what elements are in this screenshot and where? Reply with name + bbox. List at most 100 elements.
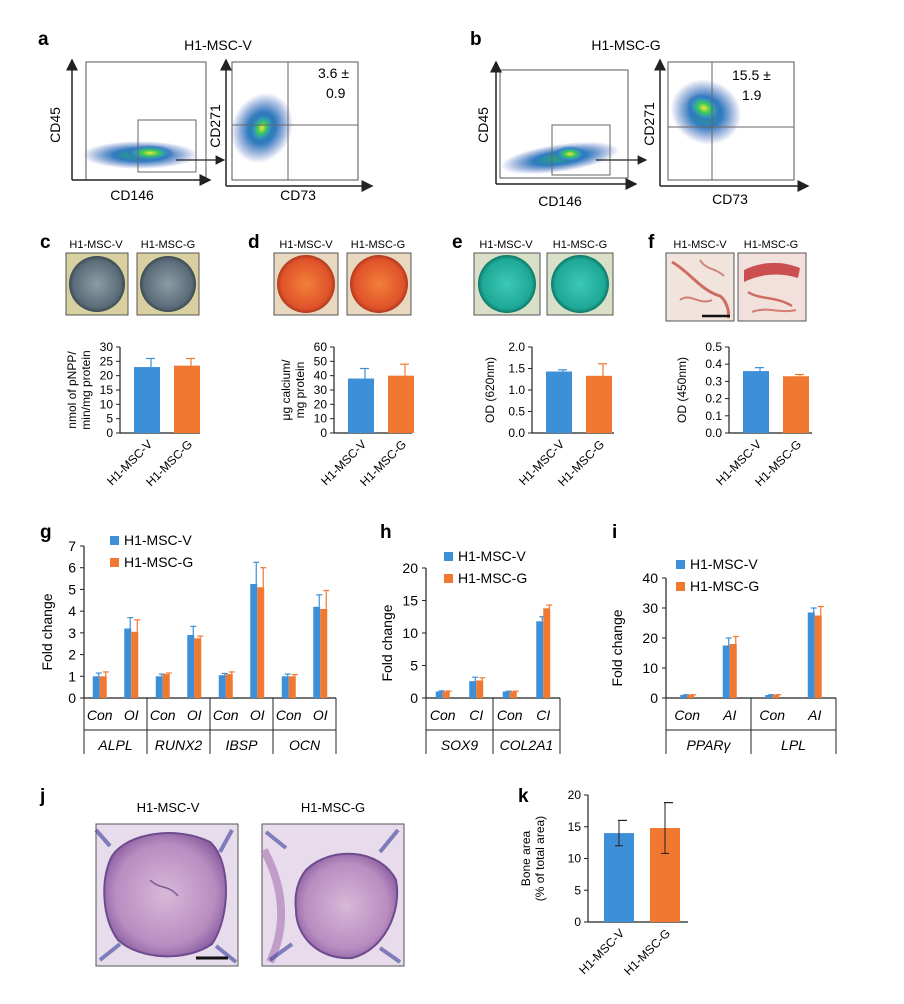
legend-swatch-i	[676, 560, 685, 569]
group-label-g: IBSP	[226, 737, 259, 753]
flow-plot-b-right: 15.5 ± 1.9 CD73 CD271	[641, 58, 810, 207]
condition-label-h: Con	[497, 707, 523, 723]
bar-g-v	[250, 584, 258, 698]
category-label-k: H1-MSC-V	[576, 926, 627, 977]
bar-i-v	[680, 695, 688, 698]
bar-f-v	[743, 371, 769, 433]
panel-e-images: e H1-MSC-V H1-MSC-G	[452, 232, 614, 316]
bar-g-g	[99, 676, 107, 698]
panel-letter-f: f	[648, 232, 655, 253]
group-label-g: RUNX2	[155, 737, 203, 753]
y-tick-label-h: 10	[402, 625, 418, 641]
bar-h-g	[476, 680, 484, 698]
bar-d-g	[388, 375, 414, 433]
condition-label-h: CI	[469, 707, 483, 723]
condition-label-h: Con	[430, 707, 456, 723]
bar-g-g	[320, 608, 328, 698]
y-tick-label-e: 0.0	[508, 426, 525, 440]
histology-j-g	[260, 823, 405, 967]
y-tick-label-c: 0	[106, 426, 113, 440]
bar-i-v	[722, 645, 730, 698]
panel-letter-c: c	[40, 232, 51, 253]
y-tick-label-d: 20	[314, 397, 328, 411]
panel-d-label-v: H1-MSC-V	[279, 239, 333, 251]
panel-letter-e: e	[452, 232, 463, 253]
y-tick-label-d: 30	[314, 383, 328, 397]
y-tick-label-g: 1	[68, 668, 76, 684]
panel-c-label-v: H1-MSC-V	[69, 239, 123, 251]
bar-g-v	[92, 676, 100, 698]
chart-f: 0.00.10.20.30.40.5OD (450nm)H1-MSC-VH1-M…	[675, 340, 812, 489]
bar-g-g	[131, 631, 139, 698]
bar-i-g	[729, 644, 737, 698]
bar-h-g	[543, 608, 551, 698]
y-tick-label-g: 0	[68, 690, 76, 706]
y-tick-label-f: 0.2	[705, 392, 722, 406]
condition-label-g: OI	[187, 707, 202, 723]
y-axis-label-e: OD (620nm)	[483, 357, 497, 423]
axis-label-a-cd146: CD146	[110, 187, 154, 203]
y-axis-label-i: Fold change	[609, 609, 625, 686]
y-tick-label-c: 25	[100, 354, 114, 368]
bar-g-g	[194, 638, 202, 698]
legend-swatch-h	[444, 552, 453, 561]
y-axis-label-c: nmol of pNPP/min/mg protein	[65, 350, 93, 429]
histology-j-v	[94, 823, 239, 967]
panel-e-label-v: H1-MSC-V	[479, 239, 533, 251]
y-tick-label-f: 0.0	[705, 426, 722, 440]
axis-label-a-cd271: CD271	[207, 104, 223, 148]
y-tick-label-d: 10	[314, 412, 328, 426]
group-label-h: SOX9	[441, 737, 479, 753]
chart-i: 0 10 20 30 40 Fold change H1-MSC-V H1-MSC-G Con A…	[609, 556, 837, 754]
flow-plot-a-right: 3.6 ± 0.9 CD73 CD271	[207, 58, 374, 203]
panel-a-title: H1-MSC-V	[184, 37, 252, 53]
flow-plot-b-left: CD146 CD45	[475, 60, 648, 209]
y-tick-label-e: 1.5	[508, 362, 525, 376]
y-tick-label-k: 20	[568, 788, 582, 802]
condition-label-g: Con	[276, 707, 302, 723]
y-tick-label-c: 20	[100, 369, 114, 383]
condition-label-g: OI	[313, 707, 328, 723]
bar-h-g	[442, 691, 450, 698]
condition-label-g: Con	[87, 707, 113, 723]
panel-j-label-v: H1-MSC-V	[137, 800, 200, 815]
legend-label-h: H1-MSC-V	[458, 548, 526, 564]
bar-g-v	[187, 635, 195, 698]
y-tick-label-i: 20	[642, 630, 658, 646]
bar-i-g	[772, 695, 780, 698]
panel-e-label-g: H1-MSC-G	[553, 239, 607, 251]
y-tick-label-i: 40	[642, 570, 658, 586]
stat-a-line2: 0.9	[326, 85, 346, 101]
bar-g-g	[162, 674, 170, 698]
bar-g-g	[257, 587, 265, 698]
panel-letter-a: a	[38, 29, 49, 50]
panel-j-label-g: H1-MSC-G	[301, 800, 365, 815]
bar-g-v	[155, 676, 163, 698]
bar-i-g	[814, 615, 822, 698]
legend-swatch-h	[444, 574, 453, 583]
panel-letter-k: k	[518, 786, 529, 807]
stat-b-line2: 1.9	[742, 87, 762, 103]
axis-label-a-cd73: CD73	[280, 187, 316, 203]
y-tick-label-e: 1.0	[508, 383, 525, 397]
y-tick-label-h: 20	[402, 560, 418, 576]
y-tick-label-g: 4	[68, 603, 76, 619]
y-tick-label-i: 0	[650, 690, 658, 706]
panel-letter-h: h	[380, 522, 392, 543]
y-tick-label-e: 0.5	[508, 405, 525, 419]
y-axis-label-g: Fold change	[39, 593, 55, 670]
bar-h-v	[435, 691, 443, 698]
panel-j: j H1-MSC-V H1-MSC-G	[39, 786, 405, 967]
bar-c-g	[174, 365, 200, 433]
y-tick-label-f: 0.5	[705, 340, 722, 354]
y-tick-label-c: 15	[100, 383, 114, 397]
y-axis-label-d: μg calcium/mg protein	[279, 359, 307, 421]
panel-f-images: f H1-MSC-V H1-MSC-G	[648, 232, 807, 322]
panel-letter-i: i	[612, 522, 617, 543]
chart-k: 0 5 10 15 20 Bone area(% of total area) H1-MSC…	[519, 788, 688, 978]
y-tick-label-h: 0	[410, 690, 418, 706]
panel-c-images: c H1-MSC-V H1-MSC-G	[40, 232, 200, 316]
panel-letter-g: g	[40, 522, 52, 543]
